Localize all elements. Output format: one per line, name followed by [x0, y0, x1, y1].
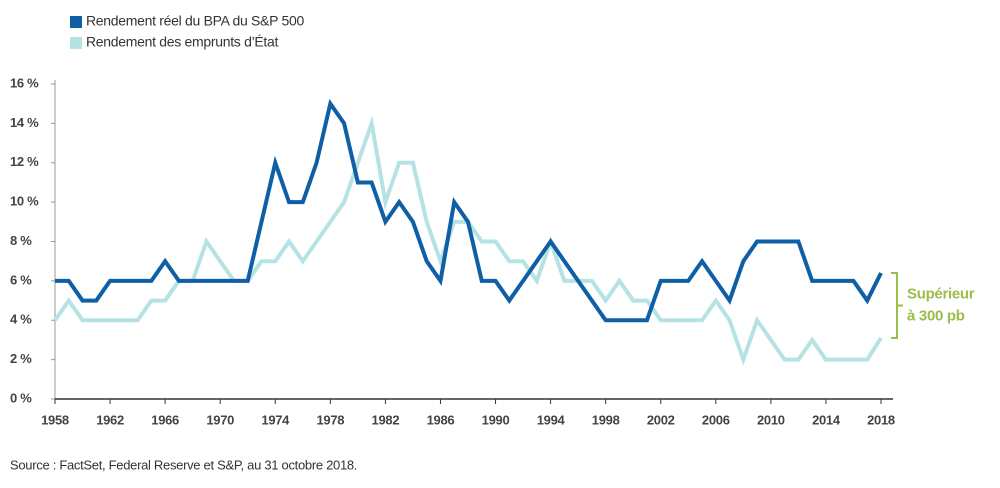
legend-label: Rendement réel du BPA du S&P 500 [86, 13, 304, 29]
x-tick-label: 1982 [372, 412, 400, 427]
x-tick-label: 1970 [206, 412, 234, 427]
x-tick-label: 2018 [867, 412, 895, 427]
x-tick-label: 1990 [482, 412, 510, 427]
y-tick-label: 14 % [10, 115, 39, 130]
y-tick-label: 16 % [10, 75, 39, 90]
y-tick-label: 2 % [10, 351, 32, 366]
x-tick-label: 1994 [537, 412, 566, 427]
y-tick-label: 0 % [10, 390, 32, 405]
annotation-text: à 300 pb [907, 307, 965, 324]
y-tick-label: 8 % [10, 233, 32, 248]
y-tick-label: 10 % [10, 194, 39, 209]
x-tick-label: 1998 [592, 412, 620, 427]
x-tick-label: 2006 [702, 412, 730, 427]
source-note: Source : FactSet, Federal Reserve et S&P… [10, 457, 357, 472]
annotation-text: Supérieur [907, 285, 975, 302]
x-tick-label: 2014 [812, 412, 841, 427]
y-tick-label: 4 % [10, 312, 32, 327]
legend-swatch [70, 16, 82, 28]
series-line [55, 98, 883, 323]
x-tick-label: 1962 [96, 412, 124, 427]
x-tick-label: 2010 [757, 412, 785, 427]
legend-label: Rendement des emprunts d’État [86, 34, 278, 50]
y-tick-label: 12 % [10, 154, 39, 169]
x-tick-label: 2002 [647, 412, 675, 427]
legend-swatch [70, 37, 82, 49]
y-tick-label: 6 % [10, 272, 32, 287]
x-tick-label: 1974 [261, 412, 290, 427]
x-tick-label: 1958 [41, 412, 69, 427]
x-tick-label: 1966 [151, 412, 179, 427]
x-tick-label: 1986 [427, 412, 455, 427]
annotation-bracket [891, 272, 903, 339]
x-tick-label: 1978 [316, 412, 344, 427]
